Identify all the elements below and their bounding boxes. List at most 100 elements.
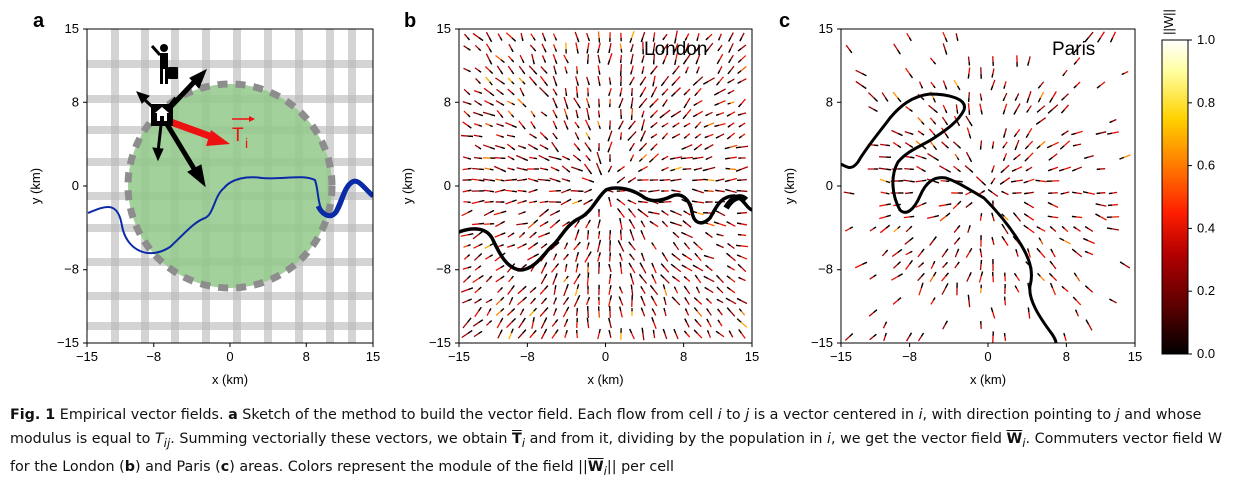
field-vector-tail — [1047, 201, 1053, 206]
caption-text: , with direction pointing to — [922, 407, 1116, 423]
x-tick-label: 15 — [1128, 349, 1142, 364]
field-vector-tail — [897, 261, 901, 265]
field-vector-tail — [565, 70, 568, 74]
grid-line-horizontal — [87, 322, 373, 330]
field-vector-tail — [566, 198, 572, 202]
field-vector-tail — [1014, 97, 1018, 101]
field-vector-tail — [897, 225, 901, 229]
field-vector-tail — [921, 145, 927, 150]
field-vector-tail — [861, 85, 867, 90]
field-vector-tail — [1036, 247, 1041, 253]
field-vector-tail — [640, 307, 644, 312]
field-vector-tail — [884, 332, 887, 337]
field-vector-tail — [533, 179, 539, 183]
field-vector-tail — [662, 37, 666, 41]
field-vector-tail — [638, 274, 643, 279]
colorbar-label: ||W|| — [1161, 9, 1176, 35]
field-vector-tail — [670, 221, 676, 225]
field-vector-tail — [499, 317, 504, 323]
field-vector-tail — [944, 49, 948, 55]
field-vector-tail — [543, 48, 547, 53]
field-vector-tail — [727, 91, 731, 95]
field-vector-tail — [565, 330, 568, 334]
field-vector-tail — [706, 308, 710, 312]
field-vector-tail — [478, 319, 484, 323]
y-tick-label: −15 — [429, 335, 451, 350]
field-vector-tail — [738, 135, 742, 139]
field-vector-tail — [467, 298, 472, 302]
field-vector-tail — [478, 48, 482, 52]
field-vector-tail — [849, 192, 855, 195]
field-vector-tail — [922, 179, 927, 182]
field-vector-tail — [703, 81, 709, 85]
field-vector-tail — [1107, 132, 1112, 135]
field-vector-tail — [1002, 97, 1006, 102]
field-vector-tail — [1047, 168, 1053, 172]
field-vector-tail — [521, 59, 525, 64]
field-vector-tail — [652, 37, 655, 42]
field-vector-tail — [684, 318, 688, 323]
field-vector-tail — [738, 124, 742, 128]
field-vector-tail — [694, 135, 698, 139]
x-tick-label: −8 — [902, 349, 917, 364]
field-vector-tail — [897, 132, 903, 137]
colorbar-tick-label: 0.0 — [1197, 346, 1215, 361]
field-vector-tail — [598, 59, 601, 64]
field-vector-tail — [715, 330, 720, 334]
grid-line-horizontal — [87, 292, 373, 300]
field-vector-tail — [500, 244, 504, 247]
field-vector-tail — [1073, 226, 1077, 230]
field-vector-tail — [1073, 61, 1077, 65]
field-vector-tail — [587, 136, 591, 140]
field-vector-tail — [576, 295, 581, 301]
field-vector-tail — [694, 252, 698, 257]
field-vector-tail — [932, 97, 936, 103]
field-vector-tail — [640, 125, 644, 131]
field-vector-tail — [627, 136, 632, 141]
field-vector-tail — [999, 181, 1005, 185]
field-vector-tail — [576, 229, 580, 235]
field-vector-tail — [510, 296, 514, 301]
caption-vector: W — [587, 458, 604, 475]
field-vector-tail — [671, 189, 676, 192]
field-vector-tail — [467, 287, 474, 291]
paris-vector-field — [843, 31, 1131, 343]
field-vector-tail — [705, 231, 709, 236]
caption-text: Empirical vector fields. — [55, 407, 229, 423]
field-vector-tail — [554, 136, 558, 140]
field-vector-tail — [980, 271, 984, 277]
field-vector-tail — [478, 253, 483, 257]
field-vector-tail — [738, 308, 742, 312]
field-vector-tail — [521, 37, 524, 42]
field-vector-tail — [478, 81, 481, 85]
x-tick-label: 15 — [366, 349, 380, 364]
field-vector-tail — [968, 272, 972, 277]
field-vector-tail — [944, 121, 949, 126]
field-vector-tail — [715, 179, 720, 182]
field-vector-tail — [670, 168, 676, 172]
field-vector-tail — [945, 261, 948, 265]
field-vector-tail — [703, 254, 709, 258]
total-vector-head — [206, 130, 230, 146]
field-vector-tail — [467, 47, 471, 51]
field-vector-tail — [704, 146, 709, 151]
caption-var: i — [717, 407, 722, 423]
field-vector-tail — [885, 192, 890, 195]
field-vector-tail — [587, 125, 592, 131]
field-vector-tail — [566, 188, 571, 192]
field-vector-tail — [683, 124, 687, 128]
field-vector-tail — [703, 275, 709, 280]
field-vector-tail — [467, 92, 471, 96]
field-vector-tail — [885, 214, 891, 218]
field-vector-tail — [627, 199, 632, 203]
field-vector-tail — [616, 198, 621, 202]
field-vector-tail — [1024, 157, 1029, 162]
field-vector-tail — [885, 249, 889, 253]
field-vector-tail — [576, 263, 579, 268]
field-vector-tail — [543, 59, 547, 63]
field-vector-tail — [618, 296, 622, 301]
field-vector-tail — [933, 109, 938, 114]
field-vector-tail — [725, 188, 731, 192]
field-vector-tail — [714, 102, 720, 106]
field-vector-tail — [671, 81, 676, 87]
